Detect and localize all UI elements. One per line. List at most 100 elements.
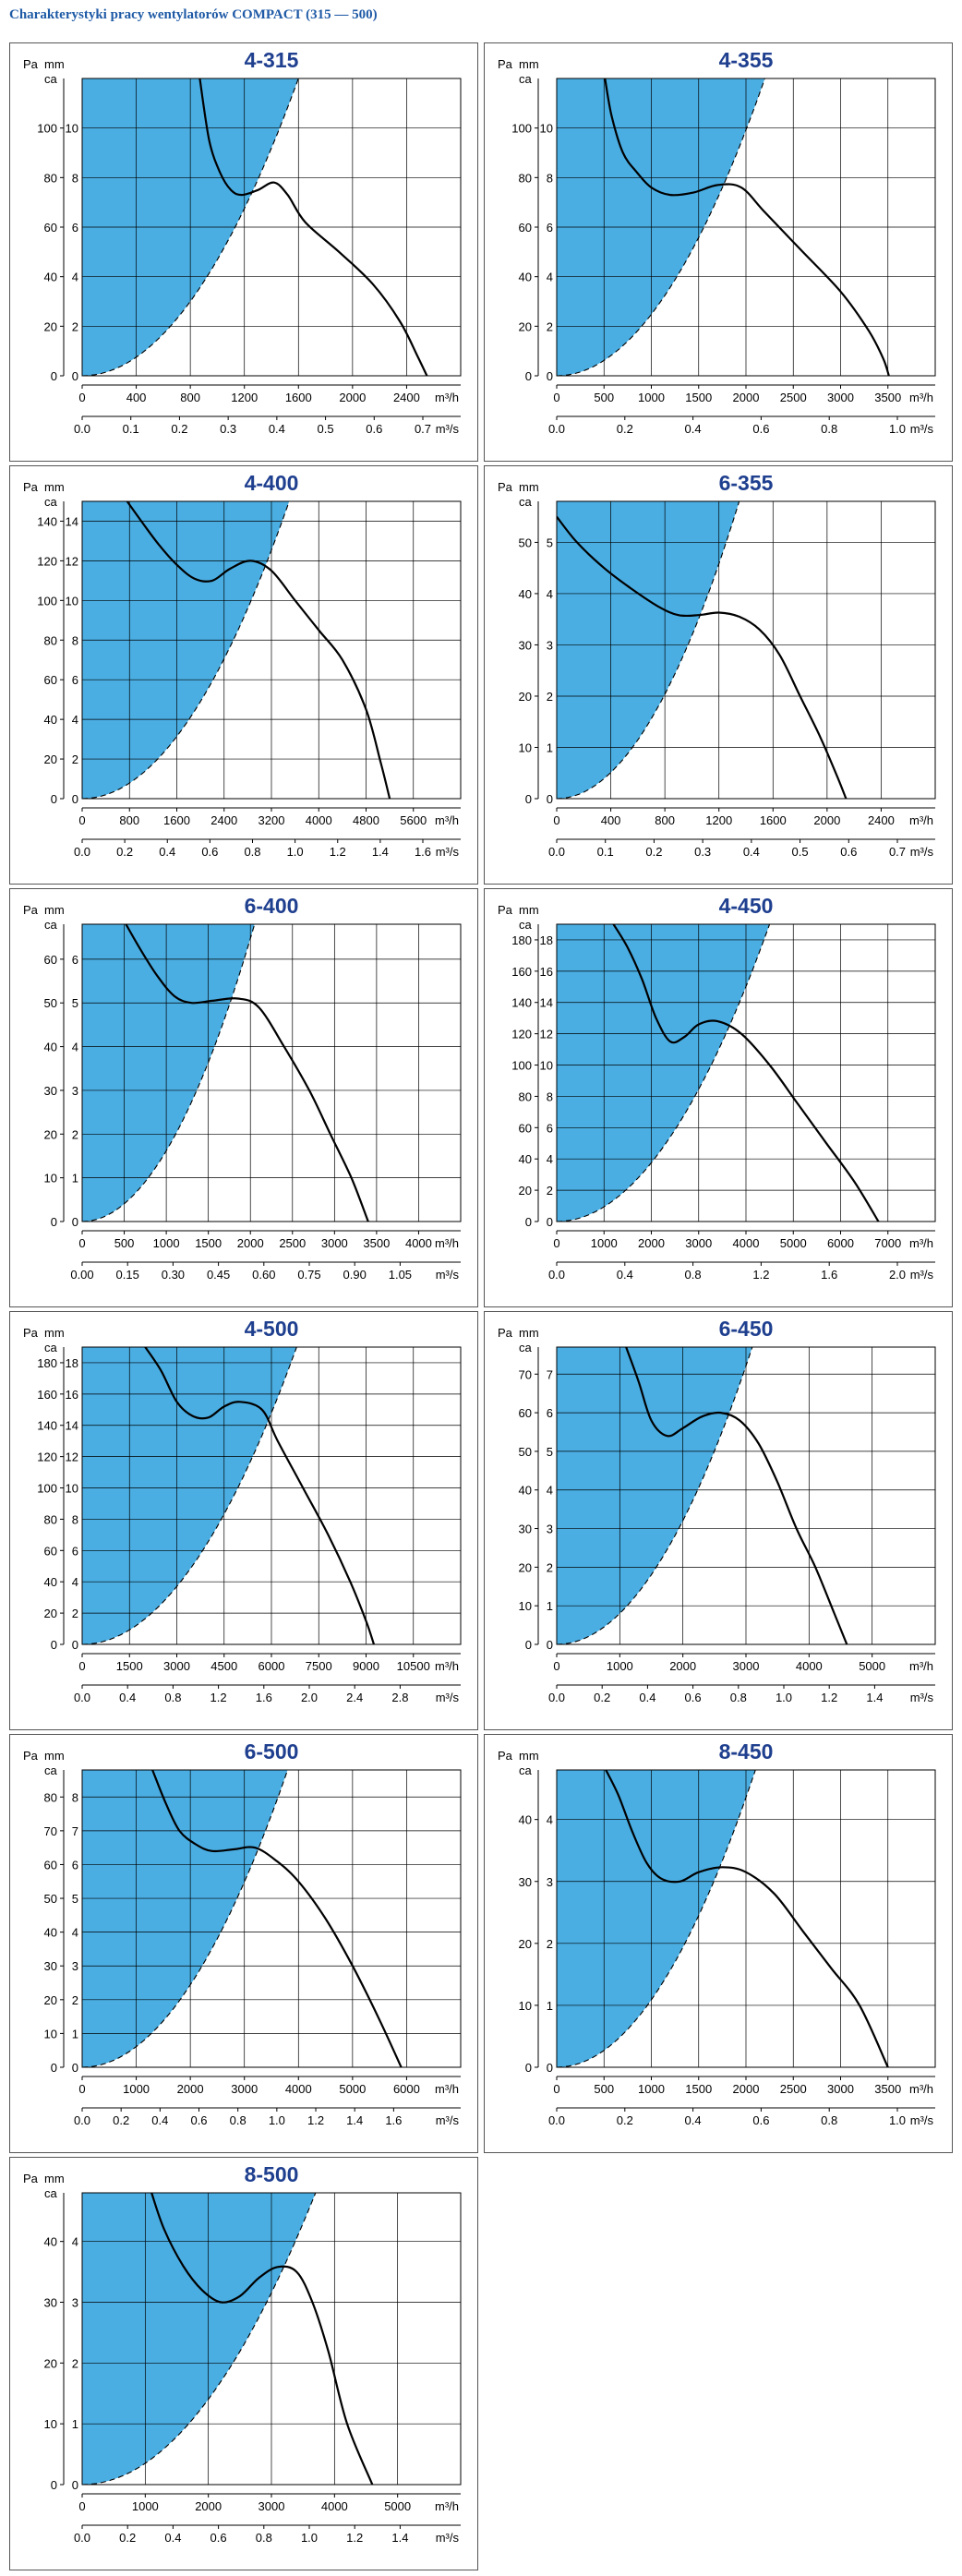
y-tick-mm: 1 — [547, 1999, 553, 2013]
plot-frame — [556, 923, 936, 1222]
x2-tick: 1.6 — [821, 1268, 837, 1282]
y-tick-mm: 4 — [547, 271, 553, 284]
x1-tick: 2400 — [393, 391, 420, 404]
y-unit-mm: mm — [44, 480, 65, 494]
y-tick-mm: 8 — [547, 1089, 553, 1103]
y-unit-mm: mm — [44, 1326, 65, 1340]
x1-tick: 800 — [655, 813, 675, 827]
x2-tick: 0.5 — [792, 845, 809, 859]
x2-tick: 0.1 — [123, 422, 139, 436]
x1-unit: m³/h — [435, 1236, 459, 1250]
chart-panel-6-500: 6-500 Pa mm ca 0 10 20 30 40 50 60 70 80 0 1 2 3 4 5 6 7 8 0 10… — [9, 1734, 478, 2153]
plot-area — [82, 501, 290, 799]
x2-tick: 0.2 — [617, 2113, 633, 2127]
x2-unit: m³/s — [910, 2113, 934, 2127]
plot-frame — [556, 1346, 936, 1645]
y-tick-mm: 2 — [547, 1560, 553, 1574]
x1-tick: 1000 — [638, 391, 665, 404]
y-tick-mm: 10 — [66, 122, 78, 136]
plot-area — [82, 1770, 288, 2067]
x1-tick: 2000 — [339, 391, 366, 404]
y-tick-mm: 0 — [72, 369, 78, 383]
y-tick-pa: 10 — [519, 1599, 532, 1613]
y-tick-mm: 8 — [547, 171, 553, 185]
y-tick-pa: 140 — [37, 514, 57, 528]
x1-tick: 1600 — [285, 391, 312, 404]
grid — [557, 924, 935, 1222]
y-tick-pa: 40 — [519, 1813, 532, 1827]
x2-tick: 1.4 — [391, 2531, 408, 2545]
x2-tick: 0.3 — [220, 422, 236, 436]
x2-tick: 0.2 — [116, 845, 133, 859]
x1-tick: 2000 — [177, 2082, 204, 2096]
x1-tick: 400 — [601, 813, 621, 827]
y-tick-mm: 2 — [72, 1127, 78, 1141]
x1-tick: 800 — [119, 813, 139, 827]
y-tick-mm: 5 — [72, 996, 78, 1010]
x1-tick: 10500 — [397, 1659, 430, 1673]
x1-tick: 1000 — [123, 2082, 150, 2096]
x2-tick: 1.0 — [301, 2531, 318, 2545]
x1-tick: 6000 — [827, 1236, 854, 1250]
y-tick-mm: 10 — [540, 1059, 553, 1073]
x2-tick: 1.2 — [346, 2531, 363, 2545]
y-unit-mm: mm — [519, 903, 539, 917]
x2-tick: 0.6 — [201, 845, 218, 859]
x1-tick: 3500 — [874, 391, 901, 404]
x1-tick: 5000 — [339, 2082, 366, 2096]
region-boundary — [557, 1347, 753, 1644]
y-unit-ca: ca — [44, 2186, 58, 2200]
y-tick-pa: 20 — [519, 1937, 532, 1951]
y-tick-pa: 80 — [44, 1790, 57, 1804]
operating-region-fill — [557, 1770, 756, 2067]
y-tick-mm: 3 — [547, 1523, 553, 1536]
y-tick-mm: 3 — [547, 638, 553, 652]
x2-tick: 0.4 — [159, 845, 175, 859]
x1-unit: m³/h — [435, 2499, 459, 2513]
x2-tick: 0.2 — [171, 422, 187, 436]
x1-tick: 0 — [78, 2499, 85, 2513]
y-tick-mm: 0 — [547, 369, 553, 383]
y-tick-pa: 50 — [519, 536, 532, 549]
plot-area — [557, 924, 770, 1222]
y-tick-mm: 2 — [72, 319, 78, 333]
fan-curve — [557, 516, 848, 799]
y-tick-pa: 40 — [44, 1926, 57, 1940]
x1-tick: 0 — [78, 2082, 85, 2096]
chart-title: 6-450 — [719, 1317, 774, 1341]
y-tick-mm: 2 — [72, 1993, 78, 2007]
y-tick-mm: 0 — [72, 2478, 78, 2492]
x1-tick: 4000 — [796, 1659, 823, 1673]
y-tick-pa: 60 — [519, 1121, 532, 1135]
x2-unit: m³/s — [910, 1691, 934, 1704]
plot-area — [82, 1347, 297, 1644]
y-tick-mm: 6 — [547, 1121, 553, 1135]
x1-unit: m³/h — [909, 813, 933, 827]
y-tick-mm: 7 — [547, 1367, 553, 1381]
y-tick-mm: 6 — [72, 953, 78, 967]
y-tick-mm: 3 — [72, 2296, 78, 2310]
y-tick-mm: 1 — [72, 1172, 78, 1186]
operating-region-fill — [82, 501, 290, 799]
y-tick-mm: 4 — [547, 587, 553, 601]
x1-tick: 2000 — [237, 1236, 264, 1250]
y-tick-pa: 70 — [44, 1824, 57, 1838]
x2-tick: 0.8 — [821, 2113, 837, 2127]
region-boundary — [82, 1770, 289, 2067]
region-boundary — [557, 78, 766, 376]
plot-frame — [81, 78, 462, 377]
y-tick-pa: 140 — [511, 996, 532, 1010]
y-tick-pa: 20 — [519, 1184, 532, 1198]
y-tick-pa: 20 — [519, 319, 532, 333]
y-tick-pa: 60 — [519, 1406, 532, 1420]
y-unit-pa: Pa — [23, 2172, 39, 2185]
x1-tick: 2000 — [813, 813, 840, 827]
y-tick-mm: 4 — [547, 1484, 553, 1498]
fan-curve — [125, 924, 369, 1222]
